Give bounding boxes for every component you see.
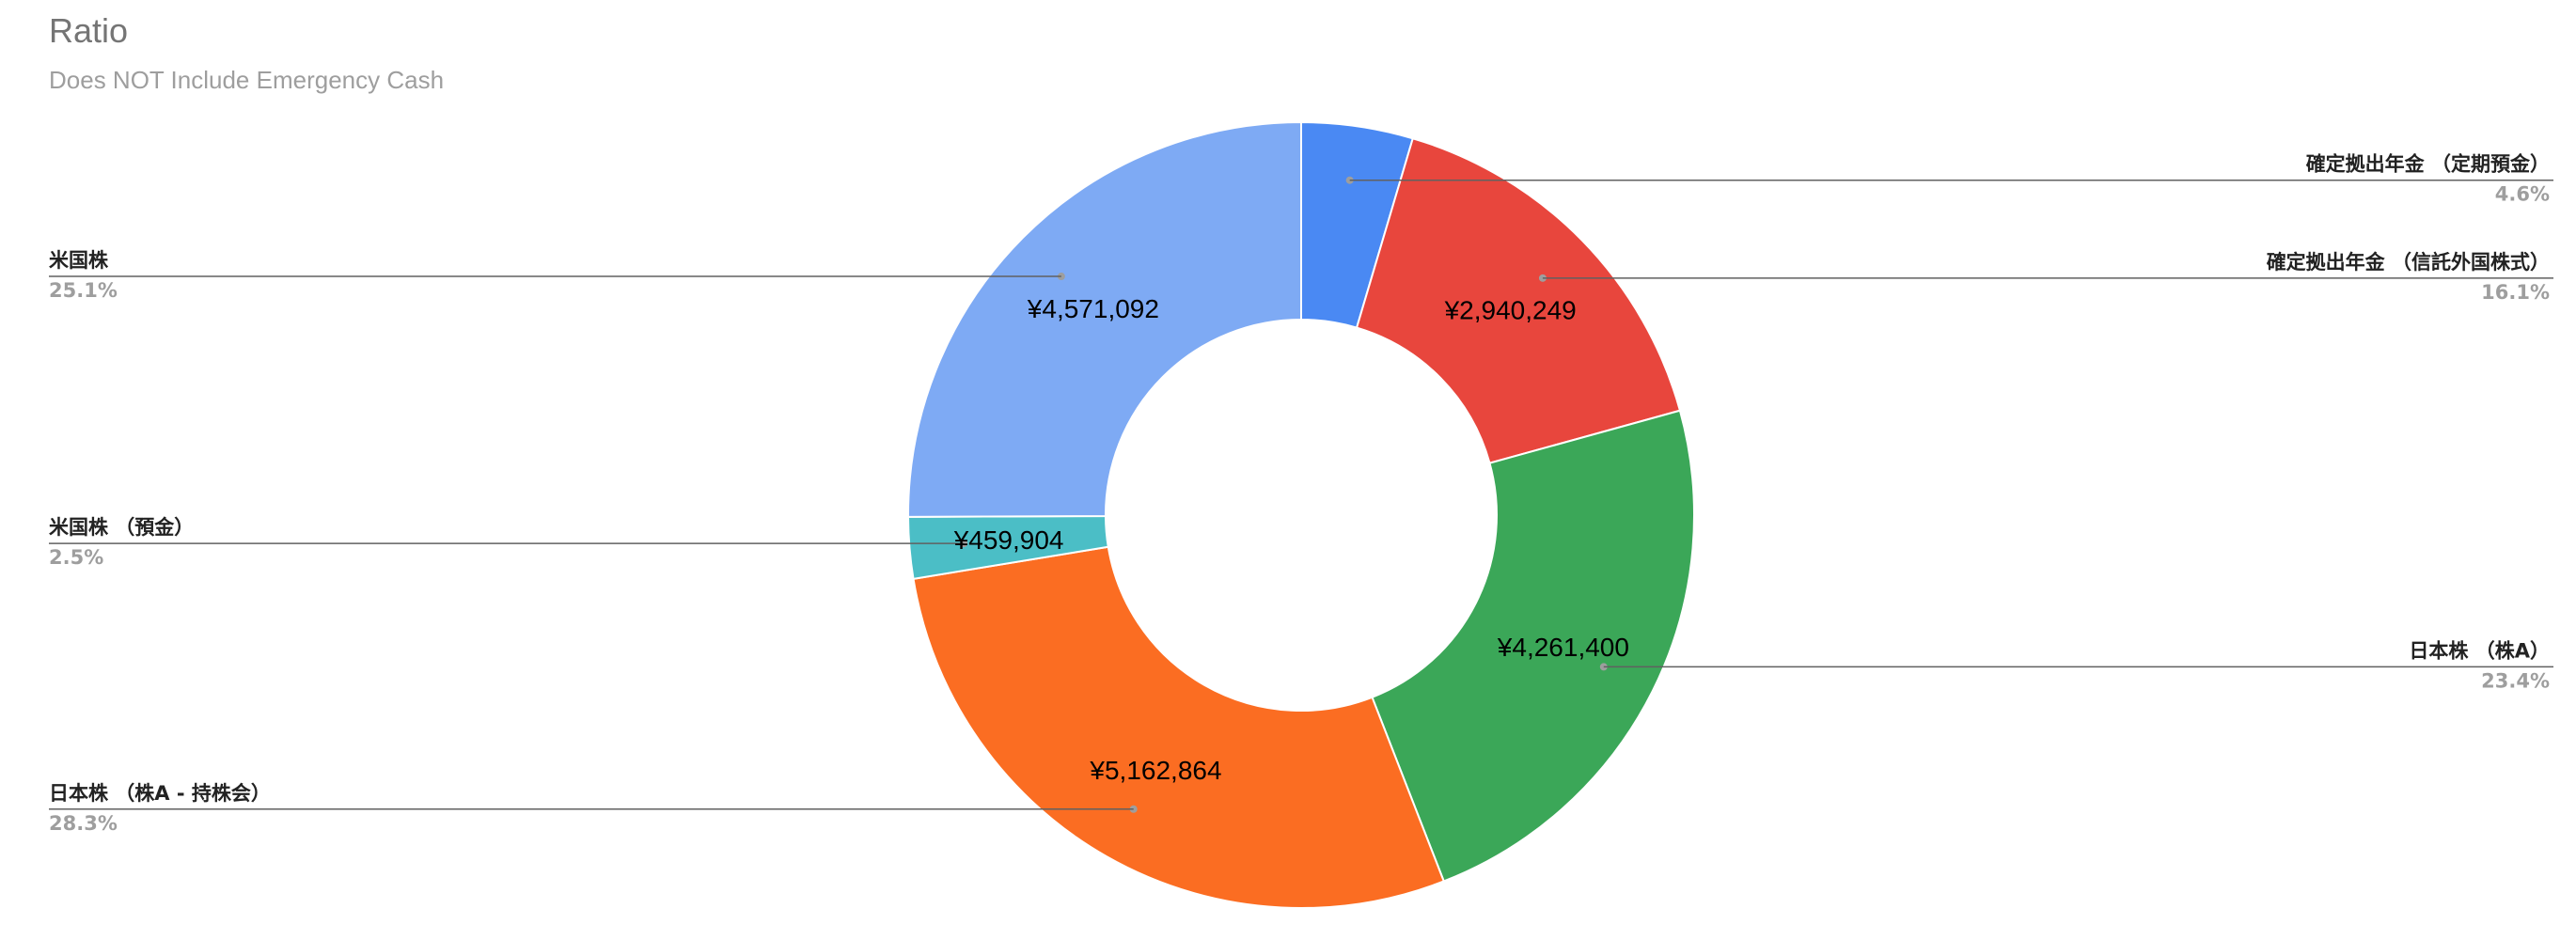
slice-5-value-label: ¥459,904: [953, 525, 1064, 555]
slice-5-legend-name: 米国株 （預金）: [49, 516, 194, 539]
slice-3-value-label: ¥4,261,400: [1497, 633, 1629, 662]
slice-4-legend-percent: 28.3%: [49, 812, 118, 835]
leader-lines-layer: [49, 176, 2553, 813]
slice-labels-layer: ¥2,940,249 ¥4,261,400 ¥5,162,864 ¥459,904 ¥4…: [953, 294, 1629, 785]
slice-6-value-label: ¥4,571,092: [1027, 294, 1159, 323]
slice-4-value-label: ¥5,162,864: [1089, 756, 1221, 785]
slice-6-legend-name: 米国株: [49, 249, 109, 272]
slice-5-legend-percent: 2.5%: [49, 546, 103, 569]
slice-2-legend-name: 確定拠出年金 （信託外国株式）: [2267, 251, 2550, 274]
slices-layer: [906, 120, 1695, 909]
chart-subtitle: Does NOT Include Emergency Cash: [49, 66, 445, 94]
slice-3-wedge[interactable]: [1371, 409, 1695, 883]
slice-1-legend-name: 確定拠出年金 （定期預金）: [2306, 153, 2550, 176]
slice-3-legend-name: 日本株 （株A）: [2409, 639, 2550, 662]
slice-4-legend-name: 日本株 （株A - 持株会）: [49, 782, 271, 805]
slice-2-wedge[interactable]: [1355, 136, 1682, 464]
chart-title: Ratio: [49, 11, 129, 50]
legend-layer: 確定拠出年金 （定期預金） 4.6% 確定拠出年金 （信託外国株式） 16.1% 日本株…: [49, 153, 2550, 835]
slice-6-legend-percent: 25.1%: [49, 279, 118, 302]
slice-2-value-label: ¥2,940,249: [1444, 295, 1577, 324]
slice-1-legend-percent: 4.6%: [2495, 183, 2550, 206]
slice-6-wedge[interactable]: [907, 120, 1302, 518]
slice-2-legend-percent: 16.1%: [2481, 281, 2550, 304]
slice-4-wedge[interactable]: [912, 545, 1446, 909]
slice-3-legend-percent: 23.4%: [2481, 669, 2550, 692]
